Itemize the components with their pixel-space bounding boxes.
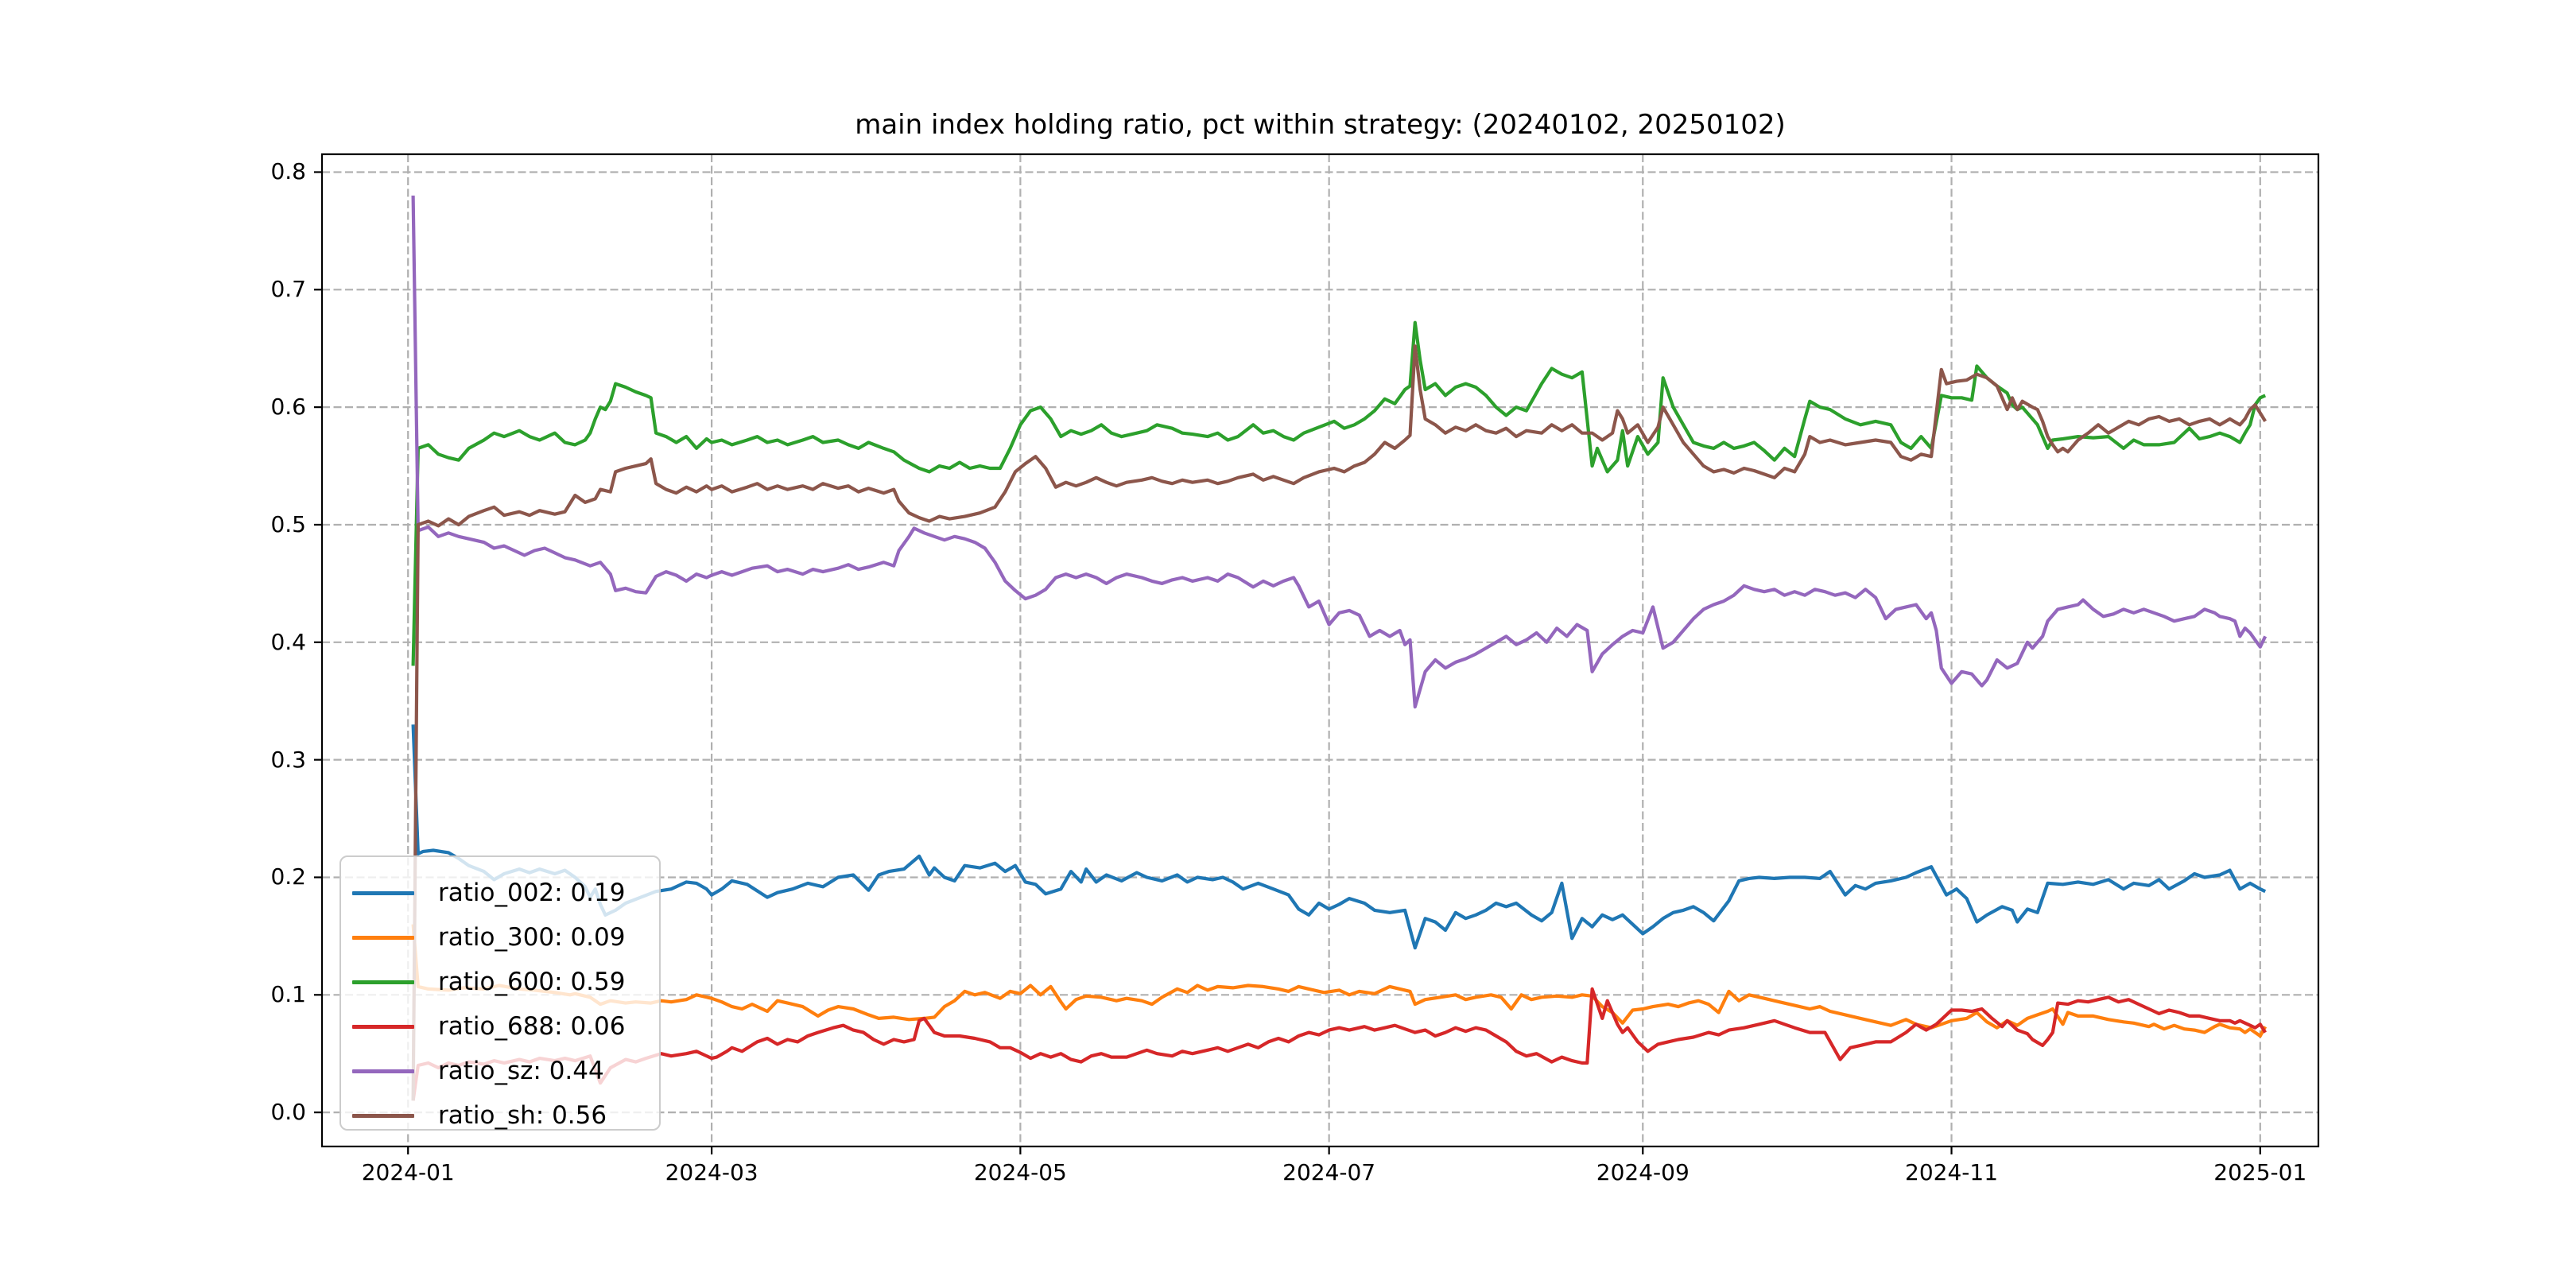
legend-label-ratio_688: ratio_688: 0.06 [438, 1012, 626, 1041]
legend-row-ratio_002: ratio_002: 0.19 [352, 871, 643, 915]
series-line-ratio_300 [411, 924, 2268, 1038]
legend-swatch-ratio_688 [352, 1024, 414, 1029]
legend-swatch-ratio_600 [352, 980, 414, 984]
x-tick-label: 2024-07 [1282, 1159, 1376, 1185]
x-tick-label: 2024-09 [1596, 1159, 1690, 1185]
legend-row-ratio_600: ratio_600: 0.59 [352, 960, 643, 1004]
y-tick-label: 0.6 [270, 394, 306, 421]
series-line-ratio_sh [411, 344, 2267, 1101]
legend-swatch-ratio_002 [352, 890, 414, 895]
series-line-ratio_600 [411, 320, 2267, 666]
legend: ratio_002: 0.19 ratio_300: 0.09 ratio_600:… [339, 855, 661, 1131]
y-tick-label: 0.8 [270, 158, 306, 185]
series-line-ratio_002 [411, 724, 2267, 950]
legend-label-ratio_600: ratio_600: 0.59 [438, 968, 626, 996]
legend-row-ratio_688: ratio_688: 0.06 [352, 1004, 643, 1049]
y-tick-label: 0.0 [270, 1099, 306, 1126]
legend-swatch-ratio_sh [352, 1113, 414, 1118]
axes-frame [320, 153, 2320, 1148]
chart-title: main index holding ratio, pct within str… [855, 109, 1786, 141]
legend-label-ratio_sz: ratio_sz: 0.44 [438, 1057, 604, 1085]
y-tick-label: 0.4 [270, 628, 306, 655]
x-tick-label: 2024-05 [973, 1159, 1067, 1185]
gridlines [322, 154, 2318, 1146]
series-line-ratio_sz [411, 195, 2268, 709]
y-tick-label: 0.2 [270, 863, 306, 890]
tick-marks [314, 171, 2261, 1154]
legend-label-ratio_002: ratio_002: 0.19 [438, 879, 626, 907]
legend-label-ratio_sh: ratio_sh: 0.56 [438, 1101, 607, 1130]
series-lines [411, 195, 2268, 1101]
legend-swatch-ratio_sz [352, 1069, 414, 1073]
x-tick-label: 2024-11 [1905, 1159, 1999, 1185]
legend-rows: ratio_002: 0.19 ratio_300: 0.09 ratio_600:… [352, 871, 643, 1138]
y-tick-label: 0.3 [270, 746, 306, 773]
y-tick-label: 0.7 [270, 276, 306, 303]
legend-label-ratio_300: ratio_300: 0.09 [438, 923, 626, 952]
legend-row-ratio_sz: ratio_sz: 0.44 [352, 1049, 643, 1093]
legend-swatch-ratio_300 [352, 935, 414, 940]
y-tick-label: 0.1 [270, 981, 306, 1008]
y-tick-label: 0.5 [270, 510, 306, 537]
x-tick-label: 2025-01 [2213, 1159, 2307, 1185]
legend-row-ratio_300: ratio_300: 0.09 [352, 915, 643, 960]
legend-row-ratio_sh: ratio_sh: 0.56 [352, 1093, 643, 1138]
x-tick-label: 2024-01 [361, 1159, 455, 1185]
x-tick-label: 2024-03 [665, 1159, 758, 1185]
series-line-ratio_688 [411, 987, 2267, 1101]
